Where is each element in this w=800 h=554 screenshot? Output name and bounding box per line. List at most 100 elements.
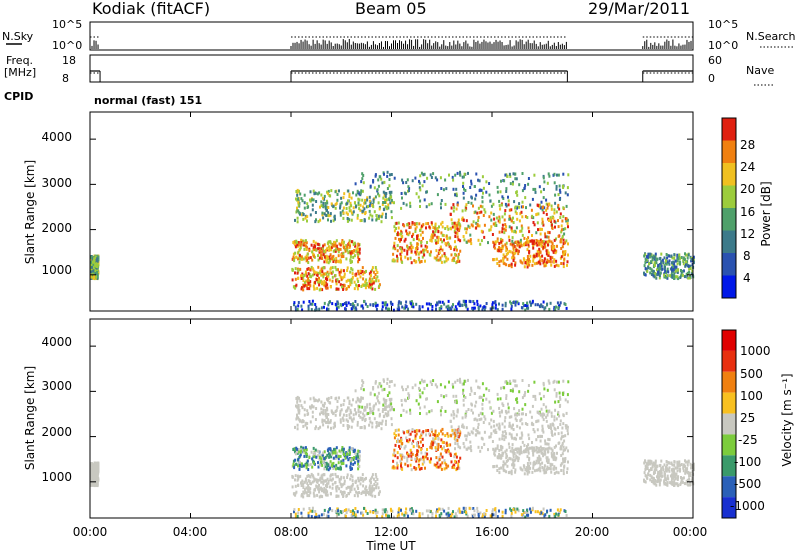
power-cb-tick-8: 8 bbox=[743, 249, 751, 263]
echo-cell bbox=[432, 437, 435, 441]
echo-cell bbox=[357, 410, 360, 414]
echo-cell bbox=[342, 476, 345, 480]
echo-cell bbox=[369, 480, 372, 484]
echo-cell bbox=[403, 446, 406, 450]
echo-cell bbox=[304, 270, 307, 274]
echo-cell bbox=[335, 239, 338, 243]
echo-cell bbox=[550, 414, 553, 418]
echo-cell bbox=[454, 305, 457, 309]
echo-cell bbox=[461, 209, 464, 213]
echo-cell bbox=[297, 243, 300, 247]
echo-cell bbox=[364, 211, 367, 214]
echo-cell bbox=[496, 190, 499, 194]
echo-cell bbox=[457, 435, 460, 439]
echo-cell bbox=[368, 479, 371, 483]
echo-cell bbox=[503, 262, 506, 266]
echo-cell bbox=[297, 484, 300, 487]
echo-cell bbox=[513, 230, 516, 234]
echo-cell bbox=[449, 212, 452, 216]
echo-cell bbox=[353, 249, 356, 253]
echo-cell bbox=[351, 482, 354, 486]
echo-cell bbox=[462, 442, 465, 445]
echo-cell bbox=[308, 300, 311, 303]
echo-cell bbox=[515, 384, 518, 388]
echo-cell bbox=[455, 307, 458, 311]
echo-cell bbox=[346, 269, 349, 272]
echo-cell bbox=[462, 218, 465, 222]
echo-cell bbox=[340, 268, 343, 272]
echo-cell bbox=[541, 254, 544, 258]
echo-cell bbox=[511, 251, 514, 255]
echo-cell bbox=[455, 399, 458, 403]
echo-cell bbox=[386, 174, 389, 178]
echo-cell bbox=[349, 201, 352, 205]
echo-cell bbox=[418, 251, 421, 255]
echo-cell bbox=[390, 405, 393, 409]
echo-cell bbox=[550, 430, 553, 434]
echo-cell bbox=[541, 208, 544, 212]
echo-cell bbox=[649, 266, 652, 270]
echo-cell bbox=[315, 271, 318, 275]
echo-cell bbox=[465, 240, 468, 244]
echo-cell bbox=[326, 275, 328, 279]
echo-cell bbox=[312, 189, 315, 193]
echo-cell bbox=[352, 462, 355, 466]
echo-cell bbox=[435, 249, 438, 253]
echo-cell bbox=[410, 244, 413, 248]
echo-cell bbox=[409, 241, 412, 245]
echo-cell bbox=[308, 474, 311, 478]
echo-cell bbox=[356, 484, 359, 488]
echo-cell bbox=[323, 490, 325, 494]
echo-cell bbox=[471, 224, 474, 228]
echo-cell bbox=[652, 478, 655, 482]
echo-cell bbox=[563, 232, 566, 236]
echo-cell bbox=[347, 458, 350, 462]
echo-cell bbox=[350, 474, 353, 477]
echo-cell bbox=[303, 241, 306, 245]
echo-cell bbox=[546, 258, 549, 262]
echo-cell bbox=[452, 257, 455, 261]
echo-cell bbox=[540, 240, 543, 243]
echo-cell bbox=[469, 238, 472, 242]
echo-cell bbox=[348, 448, 351, 452]
echo-cell bbox=[477, 422, 480, 426]
echo-cell bbox=[539, 469, 542, 473]
echo-cell bbox=[445, 394, 448, 398]
echo-cell bbox=[426, 457, 429, 461]
echo-cell bbox=[347, 406, 349, 410]
echo-cell bbox=[311, 198, 314, 202]
echo-cell bbox=[411, 221, 414, 224]
echo-cell bbox=[490, 225, 493, 229]
echo-cell bbox=[364, 198, 366, 202]
echo-cell bbox=[459, 303, 462, 307]
echo-cell bbox=[349, 451, 351, 455]
echo-cell bbox=[334, 451, 337, 455]
echo-cell bbox=[450, 308, 453, 312]
echo-cell bbox=[400, 399, 403, 402]
echo-cell bbox=[562, 469, 565, 473]
echo-cell bbox=[512, 461, 515, 464]
echo-cell bbox=[412, 445, 415, 449]
echo-cell bbox=[500, 247, 503, 251]
echo-cell bbox=[356, 287, 359, 291]
echo-cell bbox=[458, 259, 461, 263]
echo-cell bbox=[377, 385, 380, 389]
echo-cell bbox=[329, 478, 332, 482]
echo-cell bbox=[462, 191, 465, 195]
echo-cell bbox=[305, 491, 308, 495]
echo-cell bbox=[312, 453, 315, 457]
echo-cell bbox=[420, 433, 423, 437]
echo-cell bbox=[319, 269, 322, 273]
echo-cell bbox=[498, 204, 501, 208]
echo-cell bbox=[341, 483, 344, 487]
echo-cell bbox=[528, 465, 531, 468]
echo-cell bbox=[540, 200, 543, 204]
echo-cell bbox=[494, 428, 497, 432]
echo-cell bbox=[562, 413, 565, 417]
echo-cell bbox=[452, 209, 455, 213]
echo-cell bbox=[326, 270, 329, 274]
echo-cell bbox=[309, 420, 312, 424]
echo-cell bbox=[362, 205, 365, 209]
echo-cell bbox=[328, 452, 331, 456]
echo-cell bbox=[475, 433, 478, 437]
